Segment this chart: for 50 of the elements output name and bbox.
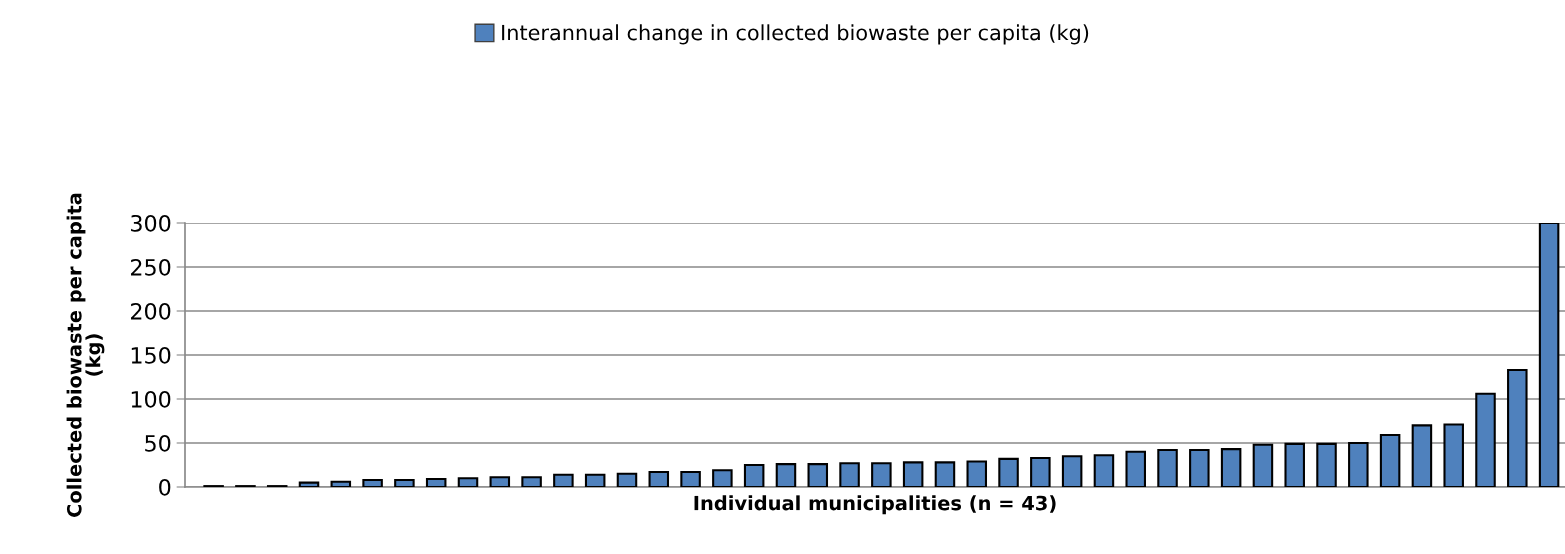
bar [1284,442,1305,487]
bar [648,471,670,487]
bar [1252,443,1274,487]
legend-label: Interannual change in collected biowaste per capita (kg) [502,24,1089,45]
bar [457,477,479,487]
bar [584,473,606,487]
bar [616,472,638,487]
y-tick-label: 300 [131,214,171,232]
bar [425,478,447,487]
bar [998,457,1019,487]
bar [489,476,511,487]
bar [521,476,542,487]
y-tick-label: 100 [131,390,171,408]
bar [1475,392,1496,487]
y-axis-title: Collected biowaste per capita (kg) [66,193,105,517]
bar [1157,449,1178,487]
y-tick-label: 50 [145,434,171,452]
bar [934,461,956,487]
bar [1220,448,1242,487]
bar [1538,223,1560,487]
bar [362,478,383,487]
y-tick-label: 150 [131,346,171,364]
bar [1507,368,1528,487]
bar [775,463,797,487]
bar [1061,455,1083,487]
bar [902,461,924,487]
bar [394,478,415,487]
bar [298,481,320,487]
bar [330,480,352,487]
bar [1443,423,1464,487]
bar [743,463,765,487]
bar [1189,449,1210,487]
y-tick-label: 0 [159,478,171,496]
y-tick-label: 200 [131,302,171,320]
bar [1030,456,1051,487]
bar [871,462,892,487]
x-axis-title: Individual municipalities (n = 43) [694,495,1056,515]
bar [1411,424,1433,487]
bar [1316,442,1337,487]
bar [1093,454,1115,487]
bar [966,460,988,487]
bar [1348,441,1369,487]
y-tick-label: 250 [131,258,171,276]
bar [680,471,701,487]
bar [553,473,574,487]
bar [1379,434,1401,487]
bar [807,463,829,487]
bar [712,469,733,487]
bar [1125,450,1146,487]
bar [839,462,860,487]
